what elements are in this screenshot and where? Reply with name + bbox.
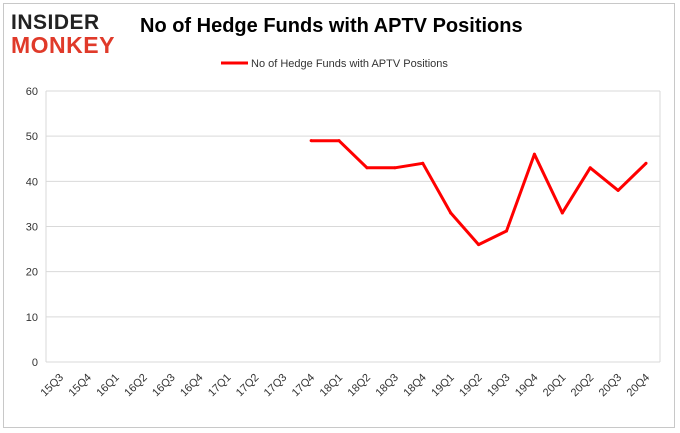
x-tick-label: 15Q4 [66,372,94,400]
series-lines [309,139,648,247]
x-tick-label: 15Q3 [39,372,67,400]
data-point [421,161,425,165]
y-tick-label: 20 [26,267,38,279]
x-tick-label: 16Q3 [150,372,178,400]
data-point [616,188,620,192]
data-point [644,161,648,165]
data-point [477,243,481,247]
legend: No of Hedge Funds with APTV Positions [221,58,448,70]
x-tick-label: 17Q3 [262,372,290,400]
data-point [532,152,536,156]
x-tick-label: 16Q1 [94,372,122,400]
x-tick-label: 19Q1 [429,372,457,400]
x-tick-label: 19Q3 [485,372,513,400]
chart-frame [3,3,675,428]
series-line [311,139,648,247]
x-tick-label: 20Q1 [541,372,569,400]
x-tick-label: 17Q4 [290,372,318,400]
data-point [449,211,453,215]
x-tick-label: 20Q3 [597,372,625,400]
x-tick-label: 20Q2 [569,372,597,400]
x-tick-label: 20Q4 [625,372,653,400]
y-tick-label: 30 [26,222,38,234]
x-tick-label: 18Q3 [373,372,401,400]
data-point [588,166,592,170]
y-tick-label: 50 [26,131,38,143]
x-tick-label: 18Q2 [346,372,374,400]
data-point [393,166,397,170]
gridlines [45,90,661,363]
x-tick-label: 17Q2 [234,372,262,400]
x-axis-ticks: 15Q3 15Q4 16Q1 16Q2 16Q3 16Q4 17Q1 17Q2 17Q3 17Q4… [39,372,653,400]
x-tick-label: 16Q4 [178,372,206,400]
logo-line2: MONKEY [11,32,115,58]
legend-label: No of Hedge Funds with APTV Positions [251,58,448,70]
insider-monkey-logo: INSIDER MONKEY [10,8,130,58]
data-point [365,166,369,170]
data-point [309,139,313,143]
data-point [337,139,341,143]
x-tick-label: 18Q4 [401,372,429,400]
chart-title: No of Hedge Funds with APTV Positions [140,15,523,37]
y-tick-label: 10 [26,312,38,324]
y-tick-label: 40 [26,176,38,188]
logo-line1: INSIDER [11,11,100,34]
data-point [505,229,508,233]
data-point [560,211,564,215]
x-tick-label: 18Q1 [318,372,346,400]
x-tick-label: 19Q2 [457,372,485,400]
x-tick-label: 16Q2 [122,372,150,400]
x-tick-label: 19Q4 [513,372,541,400]
x-tick-label: 17Q1 [206,372,234,400]
y-tick-label: 60 [26,86,38,98]
y-axis-ticks: 0 10 20 30 40 50 60 [26,86,38,369]
y-tick-label: 0 [32,357,38,369]
